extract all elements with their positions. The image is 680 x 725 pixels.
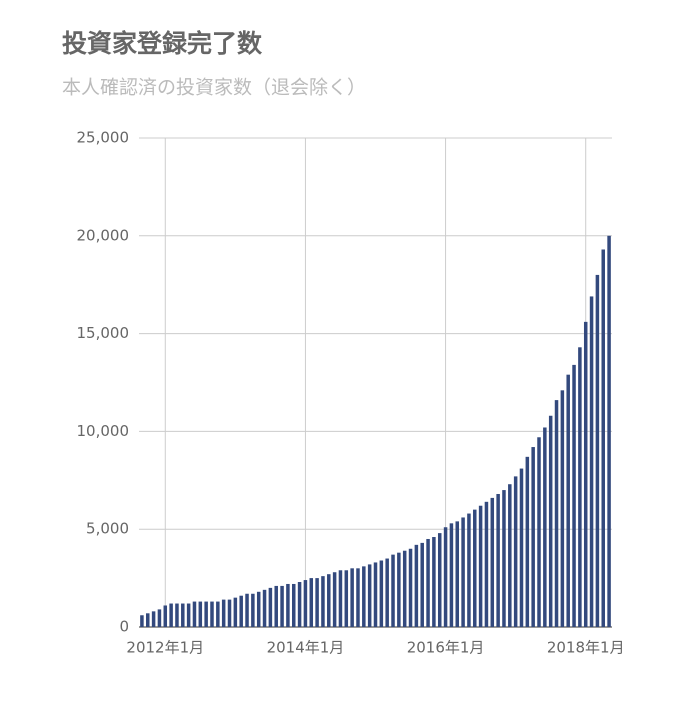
bar <box>332 572 337 627</box>
bar <box>338 570 343 627</box>
bar <box>402 550 407 627</box>
bar <box>321 576 325 627</box>
bar <box>478 505 483 627</box>
bar <box>221 599 226 627</box>
bar <box>297 582 302 627</box>
bar <box>420 542 424 627</box>
bar <box>327 574 331 627</box>
bar <box>175 603 179 627</box>
bar <box>315 578 319 627</box>
y-tick-label: 10,000 <box>77 422 130 440</box>
bar <box>303 580 308 627</box>
bar <box>607 235 611 628</box>
bar <box>426 538 430 627</box>
bar <box>560 390 565 627</box>
bar <box>397 552 401 627</box>
bar <box>379 560 384 627</box>
x-tick-label: 2012年1月 <box>126 639 204 657</box>
bar <box>531 447 535 627</box>
bar <box>572 364 576 627</box>
bar <box>554 400 559 627</box>
bar <box>256 591 261 627</box>
bar <box>362 566 366 627</box>
bar <box>198 601 203 627</box>
bar <box>169 603 173 627</box>
bar <box>432 537 436 627</box>
chart-subtitle: 本人確認済の投資家数（退会除く） <box>62 77 366 99</box>
bar <box>601 249 605 627</box>
bar <box>543 427 547 627</box>
y-tick-label: 20,000 <box>77 226 130 244</box>
bar <box>181 603 185 627</box>
bar <box>578 347 582 627</box>
bar <box>251 593 255 627</box>
x-tick-label: 2014年1月 <box>267 639 345 657</box>
bar <box>496 493 500 627</box>
bar <box>140 615 144 627</box>
bar <box>490 497 495 627</box>
bar <box>473 509 477 627</box>
bar <box>151 611 156 627</box>
bar <box>350 568 354 627</box>
bar <box>280 585 284 627</box>
x-tick-label: 2018年1月 <box>547 639 625 657</box>
bar <box>186 603 191 627</box>
bar <box>373 562 378 627</box>
bar <box>525 456 530 627</box>
bar <box>385 558 389 627</box>
bar <box>157 609 162 627</box>
bar <box>233 597 238 627</box>
bar <box>367 564 372 627</box>
bar <box>210 601 214 627</box>
bar <box>583 321 588 627</box>
bar <box>566 374 570 627</box>
y-tick-label: 15,000 <box>77 324 130 342</box>
y-tick-label: 0 <box>119 618 129 636</box>
bar <box>268 587 273 627</box>
bar <box>548 415 553 627</box>
bar <box>309 578 314 627</box>
bar <box>449 523 454 627</box>
bar <box>461 517 465 627</box>
bar <box>443 527 448 627</box>
bar <box>391 554 395 627</box>
bar <box>484 501 489 627</box>
bar <box>192 601 197 627</box>
chart-title: 投資家登録完了数 <box>62 29 263 58</box>
bar <box>513 476 518 627</box>
bar <box>408 548 413 627</box>
bar <box>519 468 524 627</box>
bar <box>239 595 243 627</box>
bar <box>595 274 600 627</box>
bar <box>356 568 360 627</box>
bar <box>502 490 506 627</box>
y-tick-label: 25,000 <box>77 129 130 147</box>
bar <box>437 533 442 627</box>
y-tick-label: 5,000 <box>86 520 129 538</box>
bar <box>204 601 208 627</box>
bar <box>291 583 296 627</box>
bar <box>414 544 419 627</box>
bar <box>163 605 168 627</box>
bar <box>274 585 278 627</box>
bar <box>262 589 267 627</box>
bar <box>286 583 290 627</box>
bar <box>216 601 220 627</box>
bar <box>245 593 249 627</box>
bar <box>227 599 232 627</box>
bar <box>455 521 460 627</box>
bar <box>146 613 150 627</box>
bar <box>589 296 594 627</box>
bar <box>467 513 471 627</box>
bar <box>537 437 541 627</box>
bar <box>344 570 349 627</box>
x-tick-label: 2016年1月 <box>407 639 485 657</box>
bar <box>508 484 512 627</box>
